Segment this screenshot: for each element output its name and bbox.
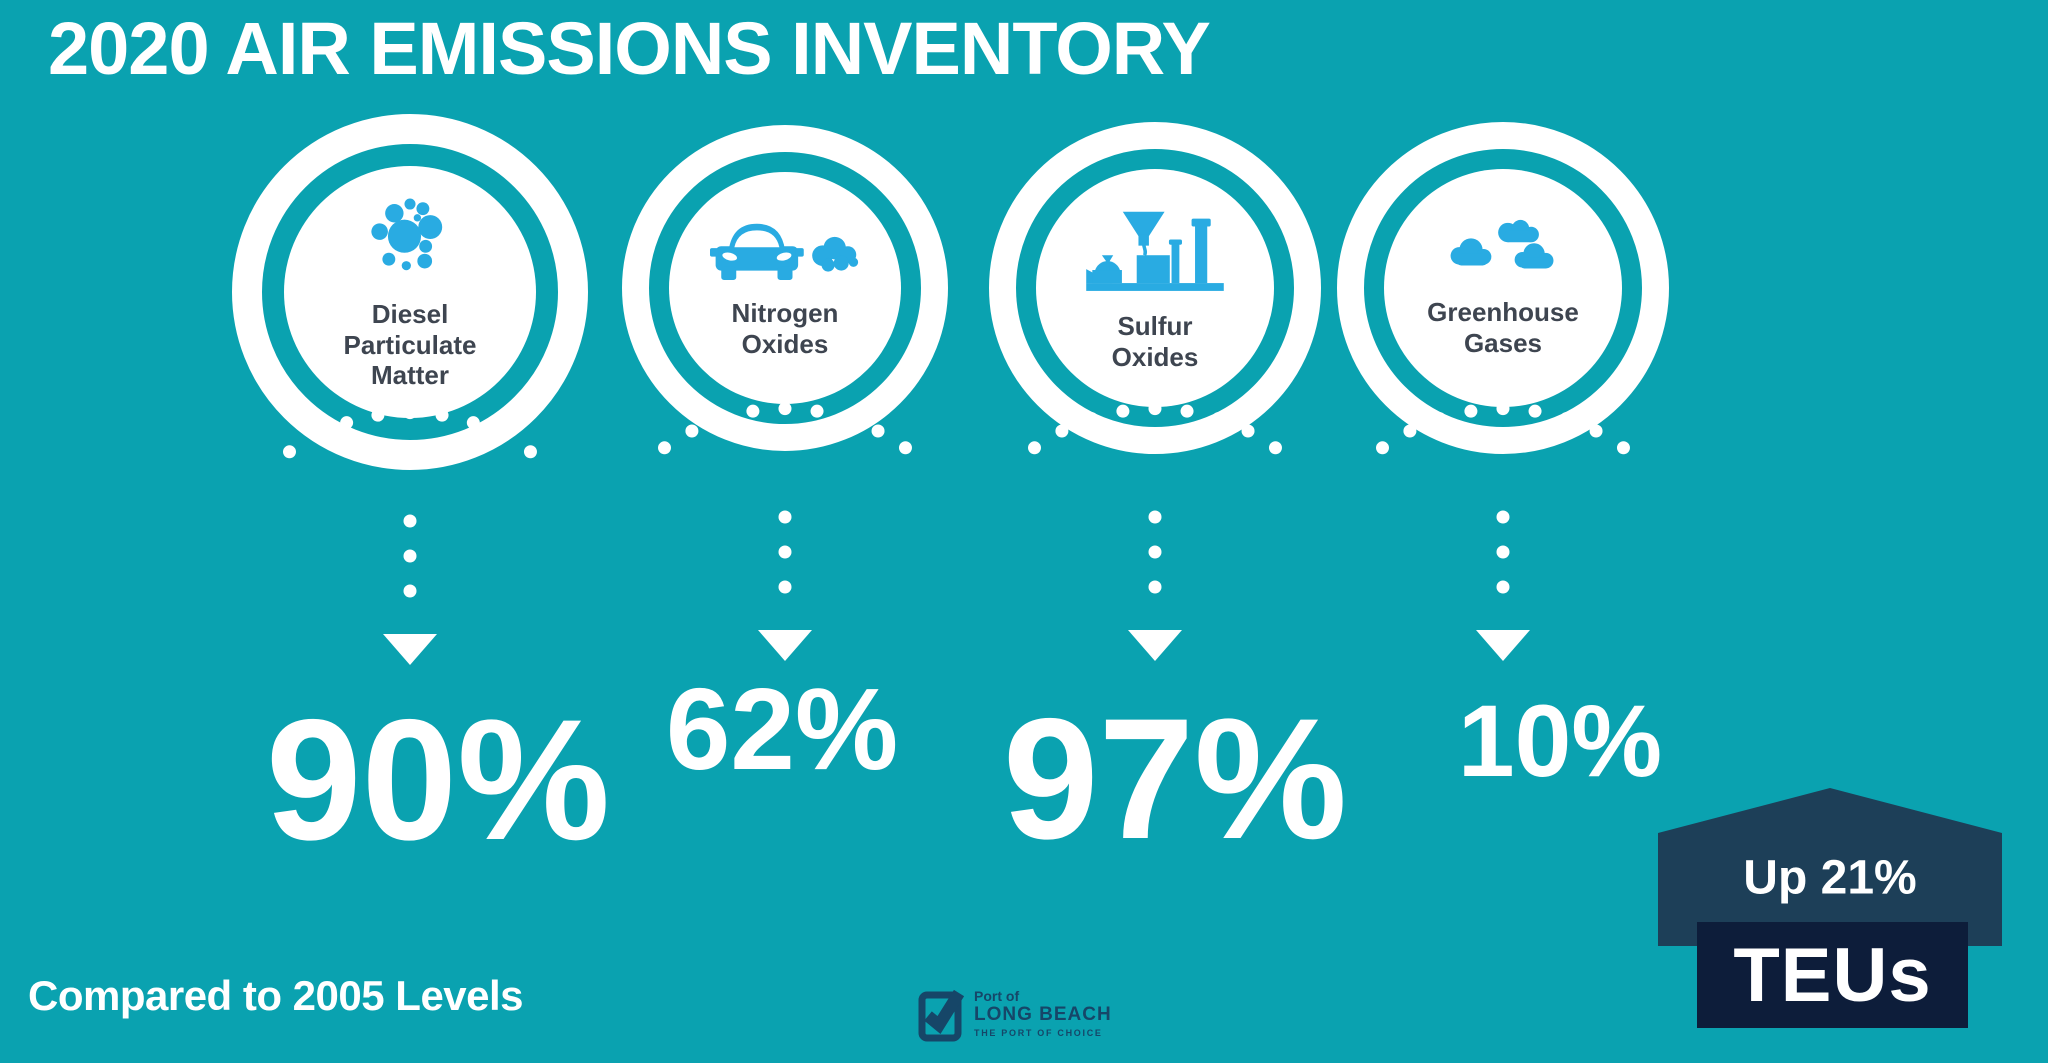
logo-name: LONG BEACH <box>974 1004 1112 1026</box>
dotted-arrow-down <box>1028 402 1282 661</box>
teu-up-arrow-shape <box>1658 788 2002 946</box>
teu-unit-label: TEUs <box>1733 932 1932 1018</box>
port-of-long-beach-logo: Port of LONG BEACH THE PORT OF CHOICE <box>918 986 1112 1042</box>
value-nitrogen-oxides: 62% <box>665 664 899 794</box>
dotted-arrow-down <box>1376 402 1630 661</box>
teu-change-label: Up 21% <box>1743 851 1917 905</box>
polb-checkmark-icon <box>918 989 964 1042</box>
pollutant-label: Sulfur Oxides <box>1111 311 1199 372</box>
logo-text: Port of LONG BEACH THE PORT OF CHOICE <box>974 986 1112 1041</box>
page-title: 2020 AIR EMISSIONS INVENTORY <box>48 7 1211 90</box>
dotted-arrow-down <box>283 406 537 665</box>
particulate-matter-icon <box>371 198 443 271</box>
exhaust-cloud <box>812 237 859 272</box>
pollutant-disc: Greenhouse Gases <box>1384 169 1622 407</box>
refinery-icon <box>1086 212 1224 292</box>
logo-prefix: Port of <box>974 988 1020 1004</box>
pollutant-disc: Diesel Particulate Matter <box>284 166 536 418</box>
teu-badge: TEUs <box>1697 922 1968 1028</box>
pollutant-label: Diesel Particulate Matter <box>343 298 477 391</box>
logo-tagline: THE PORT OF CHOICE <box>974 1028 1103 1039</box>
dotted-arrow-down <box>658 402 912 661</box>
greenhouse-clouds-icon <box>1450 220 1554 269</box>
comparison-note: Compared to 2005 Levels <box>28 972 524 1019</box>
pollutant-label: Nitrogen Oxides <box>731 298 839 359</box>
value-greenhouse-gases: 10% <box>1457 684 1663 798</box>
pollutant-disc: Nitrogen Oxides <box>669 172 901 404</box>
value-diesel-particulate-matter: 90% <box>265 684 611 876</box>
pollutant-circle-nitrogen-oxides: Nitrogen Oxides <box>622 125 948 451</box>
pollutant-label: Greenhouse Gases <box>1427 297 1579 358</box>
pollutant-disc: Sulfur Oxides <box>1036 169 1274 407</box>
value-sulfur-oxides: 97% <box>1002 683 1348 875</box>
car-exhaust-icon <box>710 224 859 281</box>
